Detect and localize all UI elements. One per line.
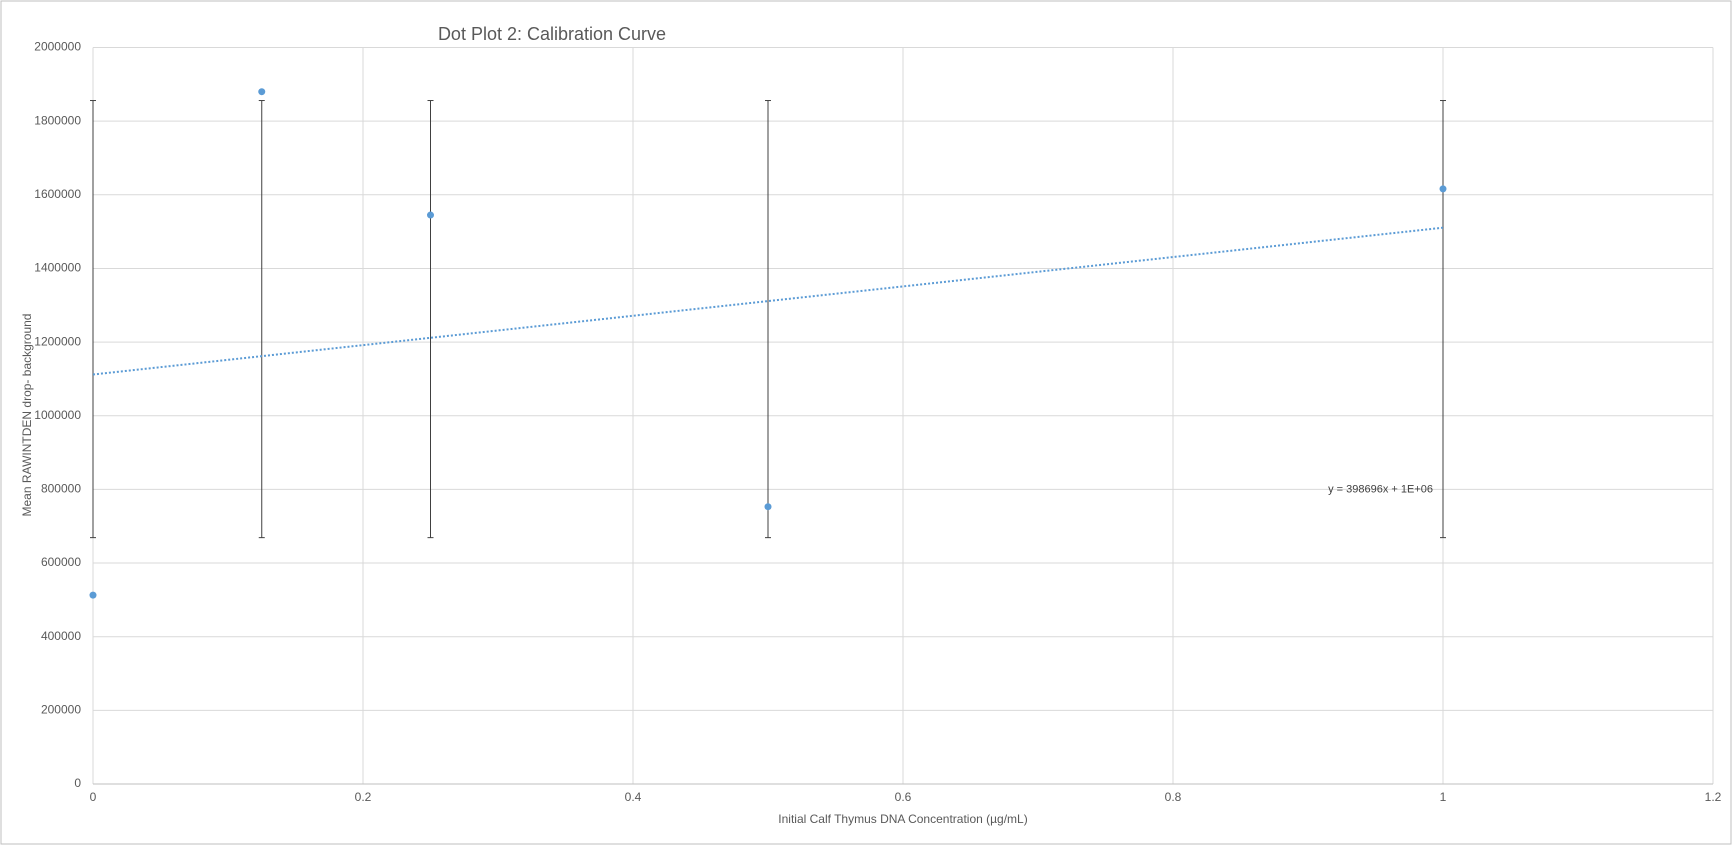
chart-title: Dot Plot 2: Calibration Curve xyxy=(438,24,666,44)
x-tick-label: 0.2 xyxy=(355,790,372,804)
y-tick-label: 1200000 xyxy=(34,334,81,348)
point xyxy=(1439,185,1447,193)
x-tick-label: 0.8 xyxy=(1165,790,1182,804)
y-tick-label: 2000000 xyxy=(34,40,81,54)
point xyxy=(764,503,772,511)
x-axis-label: Initial Calf Thymus DNA Concentration (µ… xyxy=(778,812,1027,826)
point xyxy=(89,591,97,599)
y-tick-label: 0 xyxy=(74,776,81,790)
y-tick-label: 200000 xyxy=(41,703,81,717)
x-tick-label: 0 xyxy=(90,790,97,804)
point xyxy=(258,88,266,96)
y-tick-label: 1000000 xyxy=(34,408,81,422)
x-tick-label: 1 xyxy=(1440,790,1447,804)
y-tick-label: 800000 xyxy=(41,482,81,496)
point xyxy=(427,211,434,219)
y-tick-label: 1800000 xyxy=(34,113,81,127)
x-tick-label: 0.4 xyxy=(625,790,642,804)
x-tick-label: 1.2 xyxy=(1705,790,1722,804)
trendline-label: y = 398696x + 1E+06 xyxy=(1328,483,1433,495)
y-tick-label: 1600000 xyxy=(34,187,81,201)
x-tick-label: 0.6 xyxy=(895,790,912,804)
y-axis-label: Mean RAWINTDEN drop- background xyxy=(20,314,34,517)
y-tick-label: 600000 xyxy=(41,555,81,569)
y-tick-label: 400000 xyxy=(41,629,81,643)
y-tick-label: 1400000 xyxy=(34,261,81,275)
